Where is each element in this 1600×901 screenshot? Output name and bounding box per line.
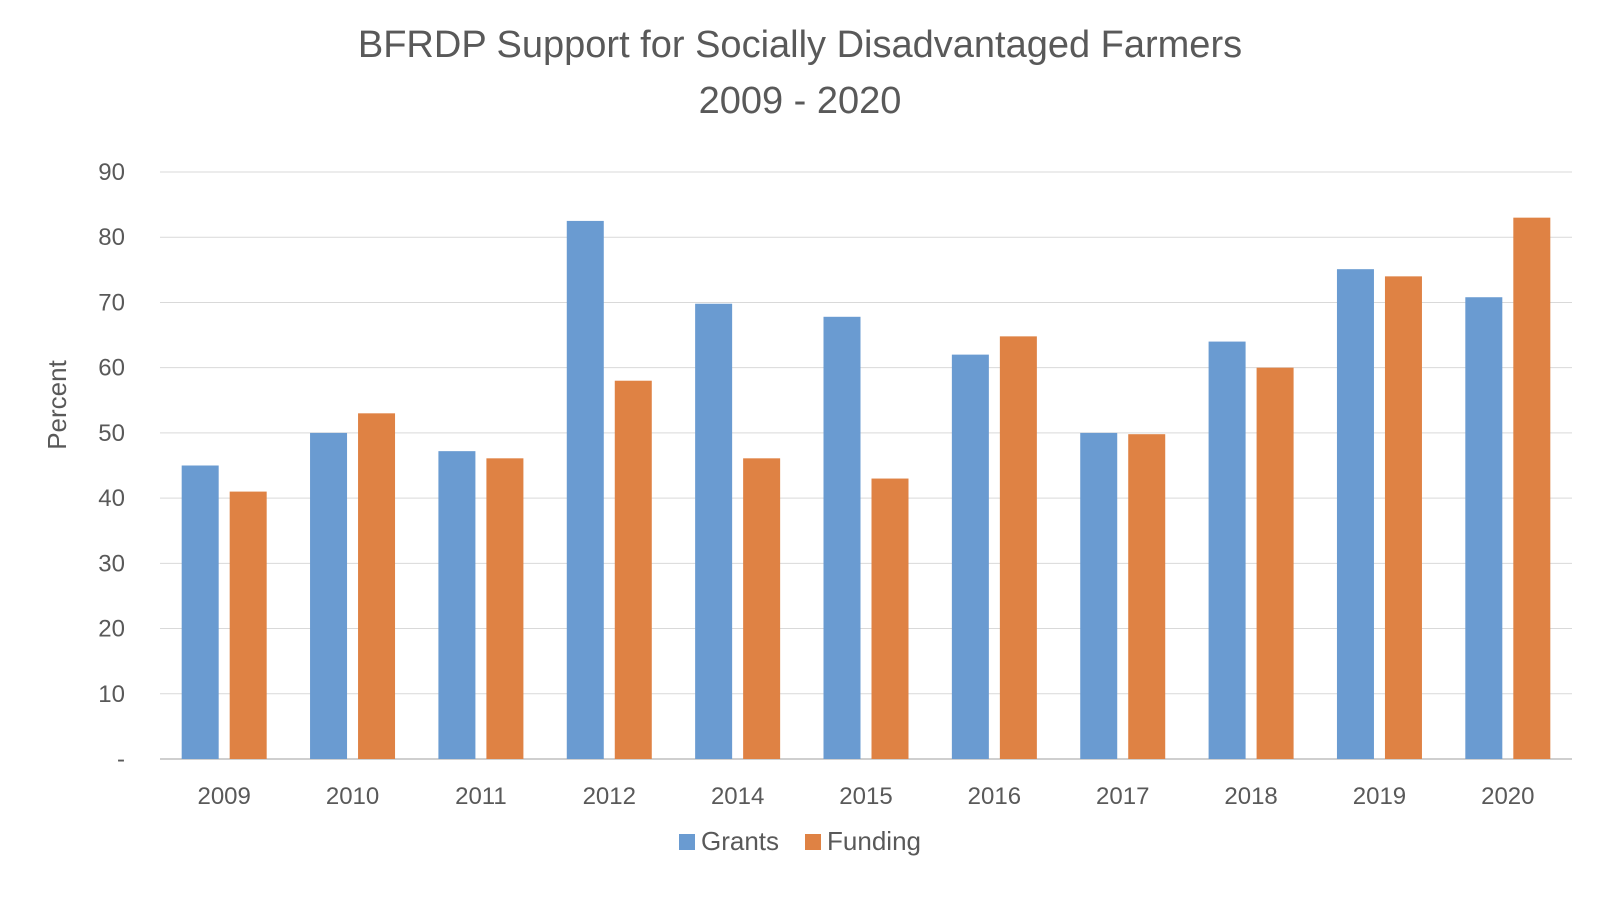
x-tick-label: 2016 — [968, 783, 1021, 810]
bar-grants-2015 — [823, 316, 861, 759]
y-tick-label: 60 — [98, 355, 125, 382]
x-tick-label: 2015 — [839, 783, 892, 810]
x-tick-label: 2019 — [1353, 783, 1406, 810]
bar-funding-2020 — [1513, 217, 1551, 760]
y-tick-label: 90 — [98, 159, 125, 186]
chart-subtitle: 2009 - 2020 — [698, 80, 902, 122]
bar-funding-2014 — [743, 458, 781, 759]
chart-title: BFRDP Support for Socially Disadvantaged… — [357, 24, 1243, 66]
bar-funding-2009 — [229, 491, 267, 759]
x-tick-label: 2012 — [583, 783, 636, 810]
bar-funding-2016 — [999, 336, 1037, 759]
legend-label-grants: Grants — [701, 826, 780, 856]
bar-grants-2016 — [951, 354, 989, 759]
y-tick-label: 40 — [98, 485, 125, 512]
bars — [181, 217, 1551, 760]
gridlines — [160, 171, 1572, 760]
bar-funding-2017 — [1128, 434, 1166, 759]
bar-funding-2012 — [614, 380, 652, 759]
y-tick-label: 70 — [98, 289, 125, 316]
y-axis-ticks: - 10 20 30 40 50 60 70 80 90 — [98, 159, 125, 773]
bar-funding-2019 — [1384, 276, 1422, 759]
x-tick-label: 2011 — [455, 783, 507, 810]
legend-item-grants: Grants — [679, 826, 779, 857]
bar-grants-2012 — [566, 220, 604, 759]
legend-swatch-funding — [805, 833, 822, 850]
legend-swatch-grants — [679, 833, 695, 850]
bar-funding-2010 — [358, 413, 396, 759]
bar-grants-2019 — [1336, 269, 1374, 759]
bar-grants-2010 — [310, 432, 348, 759]
x-axis-ticks: 2009 2010 2011 2012 2014 2015 2016 2017 2018 2019… — [197, 783, 1534, 810]
y-tick-label: - — [117, 746, 125, 773]
x-tick-label: 2009 — [197, 783, 250, 810]
bar-funding-2015 — [871, 478, 909, 759]
x-tick-label: 2010 — [326, 783, 379, 810]
bar-grants-2020 — [1465, 297, 1503, 759]
y-tick-label: 30 — [98, 550, 125, 577]
legend: Grants Funding — [0, 826, 1600, 857]
y-axis-label: Percent — [42, 359, 72, 449]
legend-item-funding: Funding — [805, 826, 921, 857]
bar-grants-2018 — [1208, 341, 1246, 759]
x-tick-label: 2014 — [711, 783, 764, 810]
bar-funding-2011 — [486, 458, 524, 759]
bar-grants-2009 — [181, 465, 219, 759]
bar-grants-2014 — [695, 303, 733, 759]
y-tick-label: 20 — [98, 616, 125, 643]
y-tick-label: 10 — [98, 681, 125, 708]
x-tick-label: 2017 — [1096, 783, 1149, 810]
x-tick-label: 2018 — [1224, 783, 1277, 810]
bar-grants-2017 — [1080, 432, 1118, 759]
x-tick-label: 2020 — [1481, 783, 1534, 810]
legend-label-funding: Funding — [827, 826, 921, 856]
y-tick-label: 50 — [98, 420, 125, 447]
bar-grants-2011 — [438, 451, 476, 759]
bar-funding-2018 — [1256, 367, 1294, 759]
y-tick-label: 80 — [98, 224, 125, 251]
